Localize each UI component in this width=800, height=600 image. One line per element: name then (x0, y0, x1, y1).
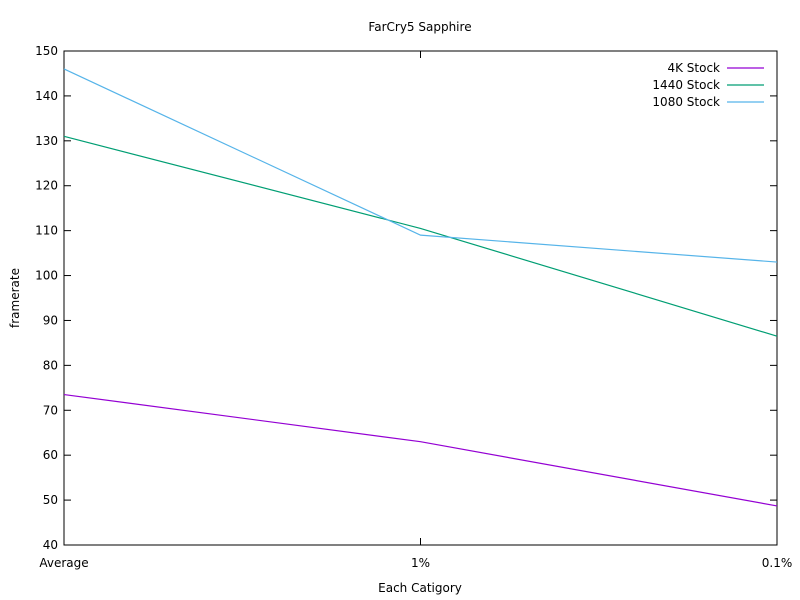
y-tick-label: 120 (35, 179, 58, 193)
legend-label: 1080 Stock (652, 95, 720, 109)
y-tick-label: 90 (43, 313, 58, 327)
y-tick-label: 100 (35, 269, 58, 283)
y-tick-label: 50 (43, 493, 58, 507)
y-tick-label: 70 (43, 403, 58, 417)
y-tick-label: 40 (43, 538, 58, 552)
y-tick-label: 140 (35, 89, 58, 103)
legend-label: 1440 Stock (652, 78, 720, 92)
series-lines (63, 68, 778, 507)
plot-frame (63, 50, 778, 546)
y-tick-label: 130 (35, 134, 58, 148)
y-tick-label: 150 (35, 44, 58, 58)
legend-label: 4K Stock (667, 61, 720, 75)
x-tick-label: 0.1% (762, 556, 793, 570)
legend: 4K Stock 1440 Stock 1080 Stock (652, 61, 764, 109)
series-line-0 (63, 393, 778, 507)
chart-title: FarCry5 Sapphire (368, 20, 471, 34)
y-tick-label: 110 (35, 224, 58, 238)
y-axis-label: framerate (8, 268, 22, 328)
x-tick-label: Average (39, 556, 88, 570)
x-axis-label: Each Catigory (378, 581, 462, 595)
x-axis-ticks: Average 1% 0.1% (39, 51, 792, 570)
y-tick-label: 80 (43, 358, 58, 372)
y-tick-label: 60 (43, 448, 58, 462)
x-tick-label: 1% (411, 556, 430, 570)
series-line-1 (63, 135, 778, 337)
y-axis-ticks: 40 50 60 70 80 90 100 110 120 130 140 150 (35, 44, 777, 552)
series-line-2 (63, 68, 778, 263)
